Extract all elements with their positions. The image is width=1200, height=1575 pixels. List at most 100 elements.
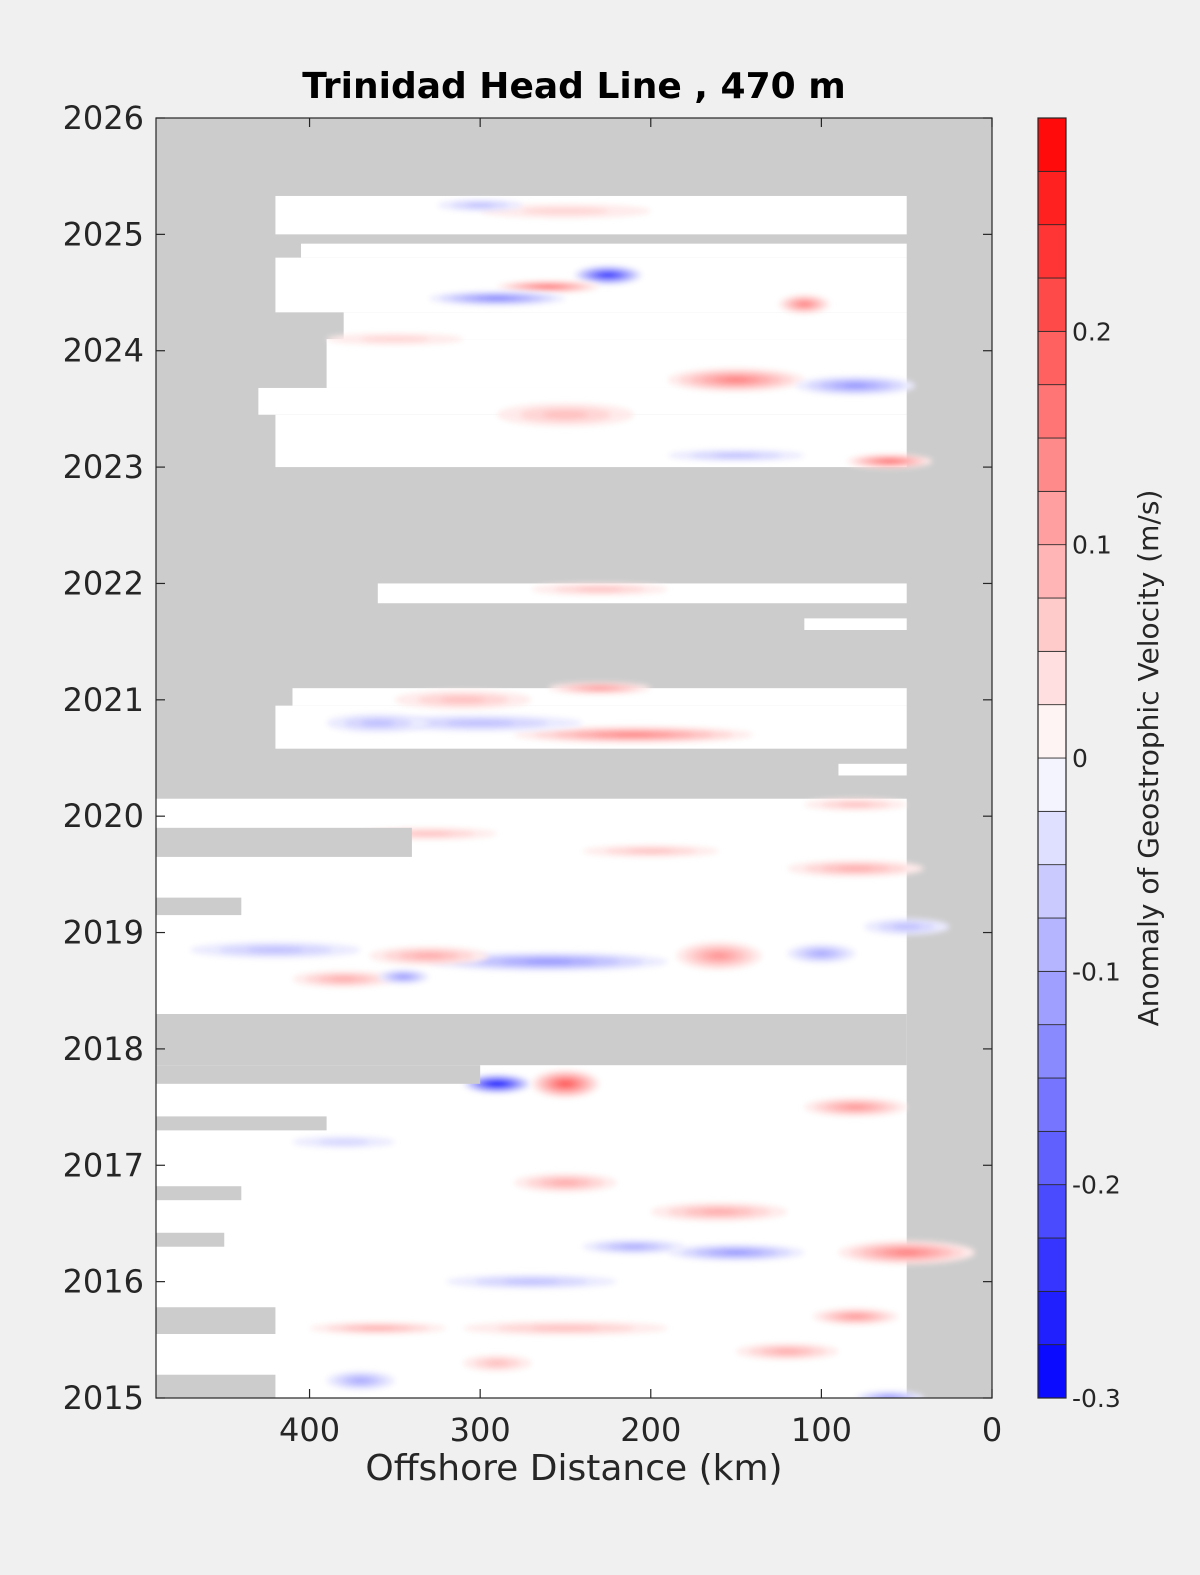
anomaly-feature	[804, 798, 907, 811]
anomaly-feature	[736, 1343, 839, 1360]
anomaly-feature	[309, 1322, 447, 1334]
colorbar-segment	[1037, 1290, 1067, 1346]
no-data-band	[156, 897, 242, 916]
anomaly-feature	[190, 941, 361, 959]
colorbar-segment	[1037, 810, 1067, 866]
colorbar-segment	[1037, 384, 1067, 439]
colorbar-segment	[1037, 970, 1067, 1026]
y-tick-label: 2022	[63, 564, 144, 602]
colorbar-segment	[1037, 277, 1067, 332]
no-data-band	[156, 1014, 907, 1066]
y-tick-label: 2024	[63, 332, 144, 370]
colorbar-tick-label: 0.1	[1072, 531, 1112, 560]
no-data-band	[156, 1307, 276, 1334]
anomaly-feature	[795, 376, 916, 395]
anomaly-feature	[787, 944, 856, 963]
no-data-band	[156, 1232, 225, 1247]
y-tick-label: 2026	[63, 99, 144, 137]
anomaly-feature	[667, 368, 805, 392]
y-tick-label: 2018	[63, 1030, 144, 1068]
anomaly-feature	[864, 918, 950, 935]
colorbar-tick-label: -0.1	[1072, 957, 1121, 986]
colorbar-segment	[1037, 1237, 1067, 1292]
anomaly-feature	[531, 1069, 600, 1098]
data-coverage-band	[156, 798, 907, 1398]
anomaly-feature	[463, 1074, 532, 1094]
anomaly-feature	[497, 280, 600, 293]
data-coverage-band	[838, 763, 907, 776]
anomaly-feature	[377, 969, 429, 984]
colorbar-label: Anomaly of Geostrophic Velocity (m/s)	[1132, 490, 1165, 1027]
anomaly-feature	[514, 726, 754, 743]
anomaly-feature	[292, 1136, 395, 1148]
colorbar-segment	[1037, 704, 1067, 759]
anomaly-feature	[855, 1391, 924, 1398]
anomaly-feature	[838, 1240, 975, 1265]
anomaly-feature	[650, 1202, 788, 1222]
anomaly-feature	[531, 583, 668, 596]
colorbar-segment	[1037, 437, 1067, 492]
anomaly-feature	[582, 845, 720, 857]
x-axis: 400 300 200 100 0	[279, 118, 1002, 1449]
anomaly-feature	[369, 946, 489, 966]
y-tick-label: 2021	[63, 681, 144, 719]
anomaly-feature	[394, 690, 532, 710]
anomaly-feature	[812, 1308, 899, 1325]
y-axis: 2015 2016 2017 2018 2019 2020 2021 2022 2023 2024…	[63, 99, 992, 1417]
colorbar-segment	[1037, 757, 1067, 812]
colorbar-segment	[1037, 1130, 1067, 1186]
anomaly-feature	[326, 333, 464, 345]
colorbar-segment	[1037, 864, 1067, 919]
no-data-band	[156, 1065, 481, 1084]
x-tick-label: 200	[620, 1411, 681, 1449]
y-tick-label: 2019	[63, 914, 144, 952]
anomaly-feature	[292, 970, 395, 988]
colorbar-tick-label: -0.3	[1072, 1384, 1121, 1413]
anomaly-feature	[497, 403, 634, 427]
x-tick-label: 0	[982, 1411, 1002, 1449]
anomaly-feature	[804, 1097, 907, 1117]
colorbar-segment	[1037, 1344, 1067, 1399]
y-tick-label: 2025	[63, 215, 144, 253]
anomaly-feature	[446, 1274, 617, 1289]
anomaly-feature	[676, 941, 762, 970]
colorbar-frame	[1037, 117, 1067, 1399]
anomaly-feature	[428, 291, 566, 306]
anomaly-feature	[326, 713, 429, 733]
x-axis-label: Offshore Distance (km)	[365, 1448, 782, 1489]
colorbar: -0.3 -0.2 -0.1 0 0.1 0.2	[1037, 117, 1121, 1413]
anomaly-feature	[667, 1244, 805, 1261]
anomaly-feature	[574, 265, 643, 285]
no-data-layer	[156, 827, 907, 1398]
anomaly-feature	[480, 204, 651, 219]
colorbar-segment	[1037, 544, 1067, 599]
x-tick-label: 300	[450, 1411, 511, 1449]
no-data-band	[156, 827, 412, 857]
colorbar-tick-label: -0.2	[1072, 1171, 1121, 1200]
y-tick-label: 2020	[63, 797, 144, 835]
chart-title: Trinidad Head Line , 470 m	[302, 66, 845, 107]
no-data-band	[156, 1116, 327, 1131]
colorbar-segment	[1037, 650, 1067, 706]
anomaly-feature	[377, 714, 583, 732]
x-tick-label: 400	[279, 1411, 340, 1449]
no-data-band	[156, 1374, 276, 1398]
anomaly-feature	[428, 952, 668, 971]
colorbar-segment	[1037, 490, 1067, 546]
anomaly-feature	[514, 1173, 617, 1193]
anomaly-feature	[667, 449, 805, 462]
y-tick-label: 2015	[63, 1379, 144, 1417]
x-tick-label: 100	[791, 1411, 852, 1449]
y-tick-label: 2023	[63, 448, 144, 486]
anomaly-feature	[846, 454, 933, 469]
colorbar-segment	[1037, 1184, 1067, 1239]
anomaly-feature	[787, 860, 924, 877]
anomaly-feature	[778, 294, 830, 314]
y-tick-label: 2016	[63, 1263, 144, 1301]
colorbar-segment	[1037, 597, 1067, 652]
data-coverage-band	[804, 618, 907, 630]
anomaly-feature	[463, 1321, 668, 1336]
colorbar-segment	[1037, 330, 1067, 386]
colorbar-segment	[1037, 1024, 1067, 1079]
